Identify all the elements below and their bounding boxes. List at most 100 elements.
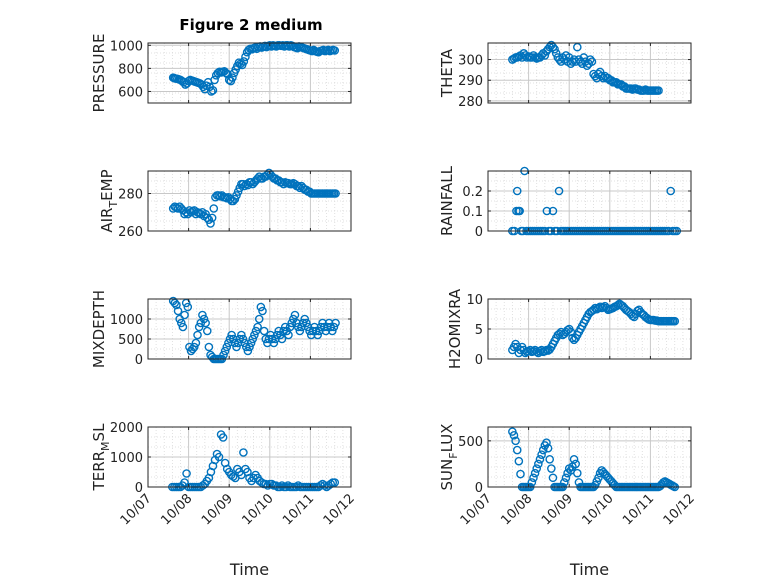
y-tick-label: 800 <box>118 62 143 77</box>
y-axis-label: H2OMIXRA <box>446 288 464 369</box>
x-tick-label: 10/12 <box>321 491 358 528</box>
y-tick-label: 600 <box>118 85 143 100</box>
data-point <box>180 310 189 320</box>
data-point <box>295 326 305 336</box>
data-point <box>239 448 248 457</box>
y-tick-label: 0 <box>475 353 483 368</box>
y-axis-label: TERRMSL <box>90 423 112 492</box>
data-point <box>259 326 269 336</box>
series-points <box>168 296 340 364</box>
data-point <box>254 314 264 324</box>
axes-box <box>147 42 352 104</box>
data-point <box>263 481 273 490</box>
data-point <box>547 464 556 473</box>
data-point <box>586 55 595 64</box>
data-point <box>535 455 545 464</box>
data-point <box>330 478 340 487</box>
data-point <box>202 326 212 336</box>
data-point <box>258 306 267 316</box>
data-point <box>189 342 199 352</box>
axes-box <box>147 170 352 232</box>
data-point <box>284 330 293 340</box>
data-point <box>248 334 258 344</box>
data-point <box>280 322 290 332</box>
y-axis-label: RAINFALL <box>438 165 456 236</box>
axes-box <box>487 42 692 104</box>
data-point <box>639 86 649 95</box>
axes-box <box>147 298 352 360</box>
y-tick-label: 0 <box>475 225 483 240</box>
y-tick-label: 2000 <box>110 421 143 436</box>
y-tick-label: 1000 <box>110 451 143 466</box>
data-point <box>222 342 232 352</box>
data-point <box>571 459 580 469</box>
data-point <box>246 338 256 348</box>
y-tick-label: 0 <box>475 481 483 496</box>
data-point <box>269 338 279 348</box>
data-point <box>251 326 261 336</box>
series-points <box>168 168 340 228</box>
data-point <box>316 481 325 490</box>
y-tick-label: 5 <box>475 323 483 338</box>
data-point <box>220 346 230 356</box>
data-point <box>300 314 310 324</box>
data-point <box>243 346 253 356</box>
x-tick-label: 10/07 <box>458 491 495 528</box>
data-point <box>207 87 216 96</box>
y-tick-label: 0 <box>135 353 143 368</box>
data-point <box>331 189 340 198</box>
data-point <box>545 42 555 52</box>
y-axis-label: THETA <box>438 48 456 98</box>
data-point <box>245 342 254 352</box>
x-tick-label: 10/08 <box>498 491 535 528</box>
data-point <box>573 468 582 478</box>
y-axis-label: AIRTEMP <box>98 169 120 232</box>
data-point <box>320 481 329 490</box>
y-tick-label: 0.1 <box>462 205 483 220</box>
data-point <box>198 310 207 320</box>
data-point <box>561 473 571 483</box>
data-point <box>182 469 191 478</box>
series-points <box>508 40 663 95</box>
data-point <box>218 433 228 442</box>
data-point <box>554 186 564 196</box>
y-tick-label: 1000 <box>110 313 143 328</box>
data-point <box>178 322 188 332</box>
data-point <box>228 73 237 82</box>
data-point <box>542 206 552 216</box>
y-axis-label: MIXDEPTH <box>90 290 108 368</box>
data-point <box>238 334 248 344</box>
x-tick-label: 10/11 <box>280 491 317 528</box>
data-point <box>302 318 311 328</box>
data-point <box>329 322 339 332</box>
y-axis-label: SUNFLUX <box>438 424 460 491</box>
data-point <box>540 346 550 356</box>
data-point <box>250 43 260 52</box>
data-point <box>239 57 249 66</box>
y-tick-label: 10 <box>466 293 483 308</box>
axes-box <box>487 170 692 232</box>
minor-grid <box>488 427 691 487</box>
data-point <box>293 481 303 490</box>
axes-box <box>487 426 692 488</box>
data-point <box>594 473 603 483</box>
data-point <box>666 186 676 196</box>
data-point <box>548 473 558 483</box>
x-tick-label: 10/08 <box>158 491 195 528</box>
data-point <box>527 53 537 62</box>
data-point <box>537 51 546 60</box>
y-tick-label: 0.2 <box>462 185 483 200</box>
data-point <box>241 52 250 62</box>
x-tick-label: 10/09 <box>199 491 236 528</box>
x-tick-label: 10/09 <box>539 491 576 528</box>
y-tick-label: 0 <box>135 481 143 496</box>
y-tick-label: 300 <box>458 54 483 69</box>
data-point <box>214 452 224 462</box>
x-axis-label: Time <box>569 560 609 579</box>
x-axis-label: Time <box>229 560 269 579</box>
x-tick-label: 10/07 <box>118 491 155 528</box>
